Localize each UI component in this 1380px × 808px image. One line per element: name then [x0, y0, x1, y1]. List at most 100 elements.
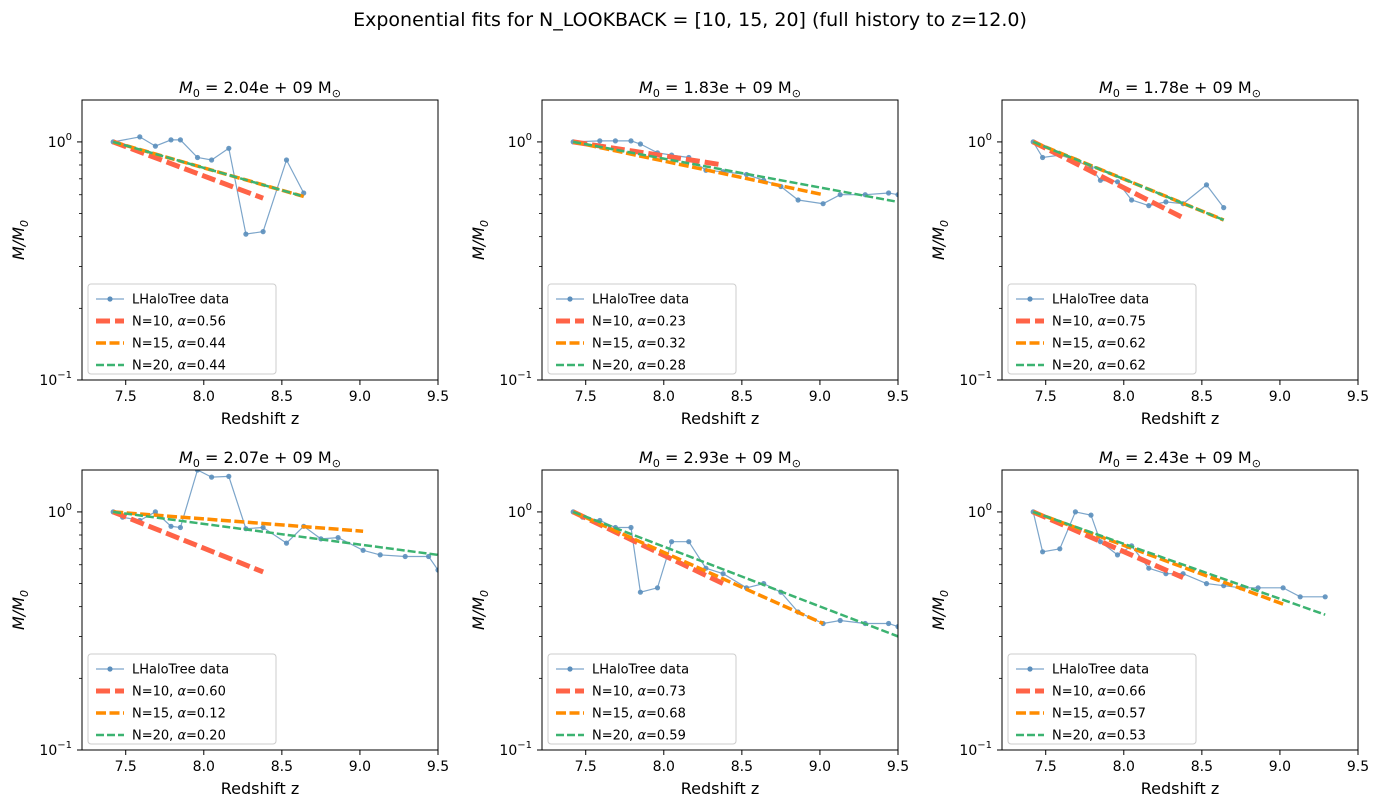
series-line-n20: [113, 510, 438, 557]
x-tick-label: 9.0: [349, 389, 371, 405]
data-point: [435, 567, 438, 573]
y-tick-label: 10−1: [39, 370, 72, 389]
x-tick-label: 7.5: [575, 759, 597, 775]
data-point: [194, 154, 201, 161]
legend-label: N=20, α=0.62: [1052, 359, 1146, 374]
legend-label: N=15, α=0.12: [132, 707, 226, 722]
legend-item-n10: N=10, α=0.75: [1016, 315, 1146, 330]
series-line-n10: [112, 509, 265, 575]
data-point: [1114, 552, 1121, 558]
y-axis-label: M/M0: [469, 590, 491, 630]
data-point: [654, 585, 661, 591]
y-axis-label: M/M0: [9, 590, 31, 630]
legend: LHaloTree data N=10, α=0.66 N=15, α=0.57 N=…: [1007, 653, 1197, 745]
data-point: [628, 138, 634, 144]
data-point: [637, 589, 644, 595]
legend-item-n10: N=10, α=0.66: [1016, 685, 1146, 700]
legend-label: LHaloTree data: [1052, 663, 1149, 678]
legend-item-data: LHaloTree data: [1016, 293, 1149, 308]
x-tick-label: 8.5: [271, 759, 293, 775]
legend-item-data: LHaloTree data: [556, 293, 689, 308]
y-axis-label: M/M0: [9, 220, 31, 260]
subplot-title: M0 = 1.83e + 09 M⊙: [639, 78, 801, 100]
x-tick-label: 8.5: [731, 759, 753, 775]
series-line-data: [113, 136, 305, 235]
x-tick-label: 8.5: [271, 389, 293, 405]
subplot-grid: M0 = 2.04e + 09 M⊙ 7.5 8.0 8.5 9.0 9.5 100 10−1…: [9, 78, 1369, 798]
y-tick-label: 10−1: [959, 740, 992, 759]
data-point: [177, 137, 183, 143]
legend-item-n20: N=20, α=0.44: [96, 359, 226, 374]
legend-label: N=20, α=0.20: [132, 729, 226, 744]
series-line-data: [572, 511, 898, 628]
series-line-n15: [572, 510, 824, 626]
subplot-title: M0 = 2.04e + 09 M⊙: [179, 78, 341, 100]
legend-item-n15: N=15, α=0.12: [96, 707, 226, 722]
y-axis-label: M/M0: [929, 220, 951, 260]
data-point: [720, 571, 726, 577]
x-tick-label: 9.5: [887, 759, 909, 775]
legend-label: N=15, α=0.57: [1052, 707, 1146, 722]
series-line-n20: [112, 140, 305, 198]
series-line-data: [112, 470, 438, 571]
series-line-n10: [572, 509, 725, 586]
legend-marker: [567, 296, 573, 302]
x-tick-label: 8.0: [1113, 389, 1135, 405]
series-group: [570, 138, 898, 207]
series-line-n10: [1032, 139, 1185, 221]
data-point: [168, 137, 174, 143]
series-line-n15: [113, 510, 364, 533]
legend-item-n15: N=15, α=0.44: [96, 337, 226, 352]
subplot-4: M0 = 2.07e + 09 M⊙ 7.5 8.0 8.5 9.0 9.5 100 10−1…: [9, 448, 449, 798]
legend-label: N=15, α=0.68: [592, 707, 686, 722]
series-line-data: [1032, 511, 1326, 598]
data-point: [1040, 549, 1046, 555]
legend-box: [1007, 653, 1197, 745]
series-line-n20: [572, 140, 898, 204]
data-point: [795, 197, 801, 203]
y-tick-label: 10−1: [499, 740, 532, 759]
axes-frame: [81, 99, 439, 381]
legend-box: [87, 653, 277, 745]
legend-label: N=15, α=0.44: [132, 337, 226, 352]
legend-item-n10: N=10, α=0.23: [556, 315, 686, 330]
data-point: [669, 539, 675, 545]
x-tick-label: 9.5: [1347, 759, 1369, 775]
data-point: [168, 523, 174, 529]
subplot-title: M0 = 2.43e + 09 M⊙: [1099, 448, 1261, 470]
series-line-n15: [572, 140, 824, 197]
legend-label: LHaloTree data: [132, 663, 229, 678]
legend-marker: [567, 666, 573, 672]
data-point: [209, 474, 215, 480]
legend-label: N=20, α=0.44: [132, 359, 226, 374]
data-point: [886, 190, 892, 196]
data-point: [1163, 571, 1169, 577]
data-point: [260, 229, 266, 235]
legend-marker: [107, 296, 113, 302]
x-axis-label: Redshift z: [681, 779, 759, 798]
data-point: [1129, 197, 1135, 203]
legend-item-n10: N=10, α=0.60: [96, 685, 226, 700]
data-point: [283, 157, 290, 163]
x-tick-label: 7.5: [1035, 759, 1057, 775]
data-point: [1146, 203, 1152, 209]
legend-box: [547, 283, 737, 375]
axes-frame: [1001, 469, 1359, 751]
subplot-1: M0 = 2.04e + 09 M⊙ 7.5 8.0 8.5 9.0 9.5 100 10−1…: [9, 78, 449, 428]
legend: LHaloTree data N=10, α=0.75 N=15, α=0.62 N=…: [1007, 283, 1197, 375]
x-axis-label: Redshift z: [221, 779, 299, 798]
x-tick-label: 8.0: [653, 759, 675, 775]
data-point: [152, 143, 158, 149]
x-tick-label: 8.5: [1191, 759, 1213, 775]
x-tick-label: 9.5: [1347, 389, 1369, 405]
data-point: [895, 192, 898, 198]
data-point: [1114, 179, 1121, 185]
data-point: [426, 553, 432, 560]
legend-item-n20: N=20, α=0.28: [556, 359, 686, 374]
legend-label: N=10, α=0.56: [132, 315, 226, 330]
subplot-3: M0 = 1.78e + 09 M⊙ 7.5 8.0 8.5 9.0 9.5 100 10−1…: [929, 78, 1369, 428]
legend-box: [547, 653, 737, 745]
data-point: [1221, 205, 1227, 211]
legend-label: N=10, α=0.73: [592, 685, 686, 700]
subplot-6: M0 = 2.43e + 09 M⊙ 7.5 8.0 8.5 9.0 9.5 100 10−1…: [929, 448, 1369, 798]
